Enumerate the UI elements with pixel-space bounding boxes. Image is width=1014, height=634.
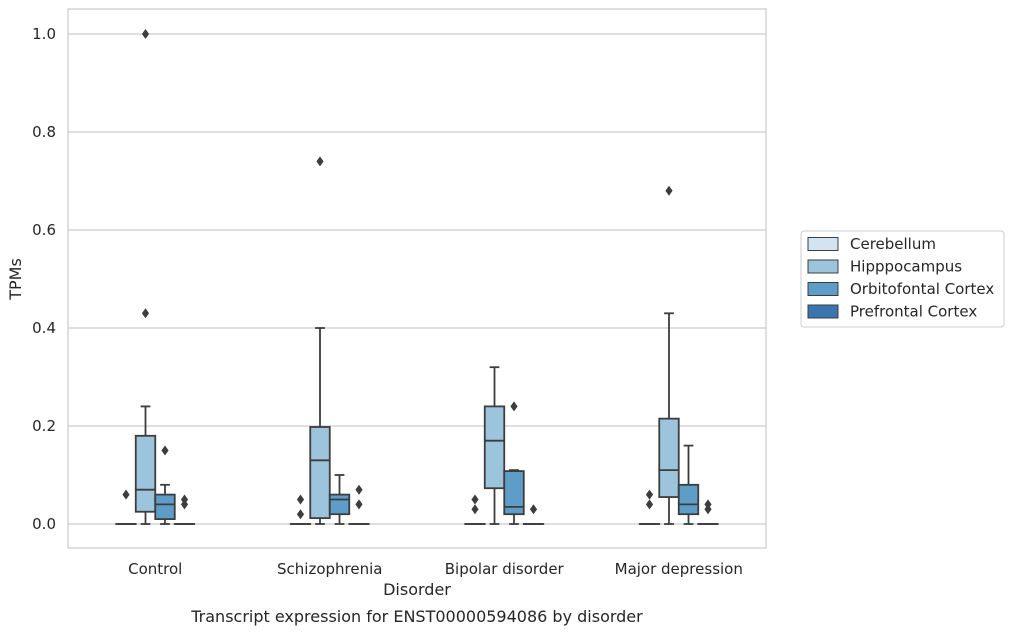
y-tick-label: 0.4	[32, 319, 56, 337]
outlier-point	[316, 156, 324, 167]
y-tick-label: 0.8	[32, 123, 56, 141]
legend-swatch	[807, 282, 839, 296]
outlier-point	[645, 489, 654, 500]
y-axis-ticks: 0.0 0.2 0.4 0.6 0.8 1.0	[32, 25, 56, 533]
box	[503, 470, 525, 516]
outlier-point	[161, 445, 169, 456]
box	[658, 417, 680, 498]
outlier-point	[355, 484, 363, 495]
y-tick-label: 0.0	[32, 515, 56, 533]
x-tick-label: Control	[128, 560, 182, 578]
outlier-point	[141, 29, 150, 39]
outlier-point	[180, 494, 189, 505]
box-series	[115, 29, 719, 525]
outlier-point	[141, 308, 150, 319]
box	[309, 426, 331, 520]
y-axis-label: TPMs	[6, 258, 25, 301]
y-tick-label: 0.2	[32, 417, 56, 435]
box	[483, 405, 506, 490]
outlier-point	[296, 509, 305, 520]
legend-label: Prefrontal Cortex	[850, 303, 977, 321]
outlier-point	[122, 489, 130, 500]
legend-swatch	[807, 237, 839, 251]
legend-swatch	[807, 259, 839, 274]
outlier-point	[510, 401, 518, 412]
legend: Cerebellum Hipppocampus Orbitofontal Corte…	[800, 230, 1005, 328]
legend-label: Orbitofontal Cortex	[850, 280, 994, 298]
series-cerebellum	[115, 489, 661, 525]
outlier-point	[665, 185, 673, 196]
outlier-point	[471, 504, 479, 515]
outlier-point	[529, 504, 538, 515]
series-prefrontal-cortex	[173, 484, 719, 525]
x-axis-ticks: Control Schizophrenia Bipolar disorder Majo…	[128, 560, 743, 578]
series-hipppocampus	[134, 29, 680, 525]
outlier-point	[704, 499, 712, 510]
legend-frame	[800, 230, 1005, 328]
outlier-point	[296, 494, 305, 505]
x-tick-label: Bipolar disorder	[445, 560, 565, 578]
y-tick-label: 1.0	[32, 25, 56, 43]
box	[328, 493, 351, 516]
outlier-point	[645, 499, 654, 510]
x-axis-label: Disorder	[383, 580, 451, 599]
x-tick-label: Schizophrenia	[277, 560, 382, 578]
outlier-point	[471, 494, 479, 505]
box	[677, 483, 700, 516]
series-orbitofontal-cortex	[154, 401, 700, 525]
plot-area-frame	[67, 8, 767, 549]
outlier-point	[355, 499, 363, 510]
box	[154, 493, 176, 521]
x-tick-label: Major depression	[615, 560, 743, 578]
legend-label: Cerebellum	[850, 235, 936, 253]
legend-label: Hipppocampus	[850, 258, 962, 276]
legend-swatch	[807, 304, 839, 319]
box	[134, 434, 157, 513]
y-tick-label: 0.6	[32, 221, 56, 239]
chart-caption: Transcript expression for ENST0000059408…	[190, 607, 643, 626]
